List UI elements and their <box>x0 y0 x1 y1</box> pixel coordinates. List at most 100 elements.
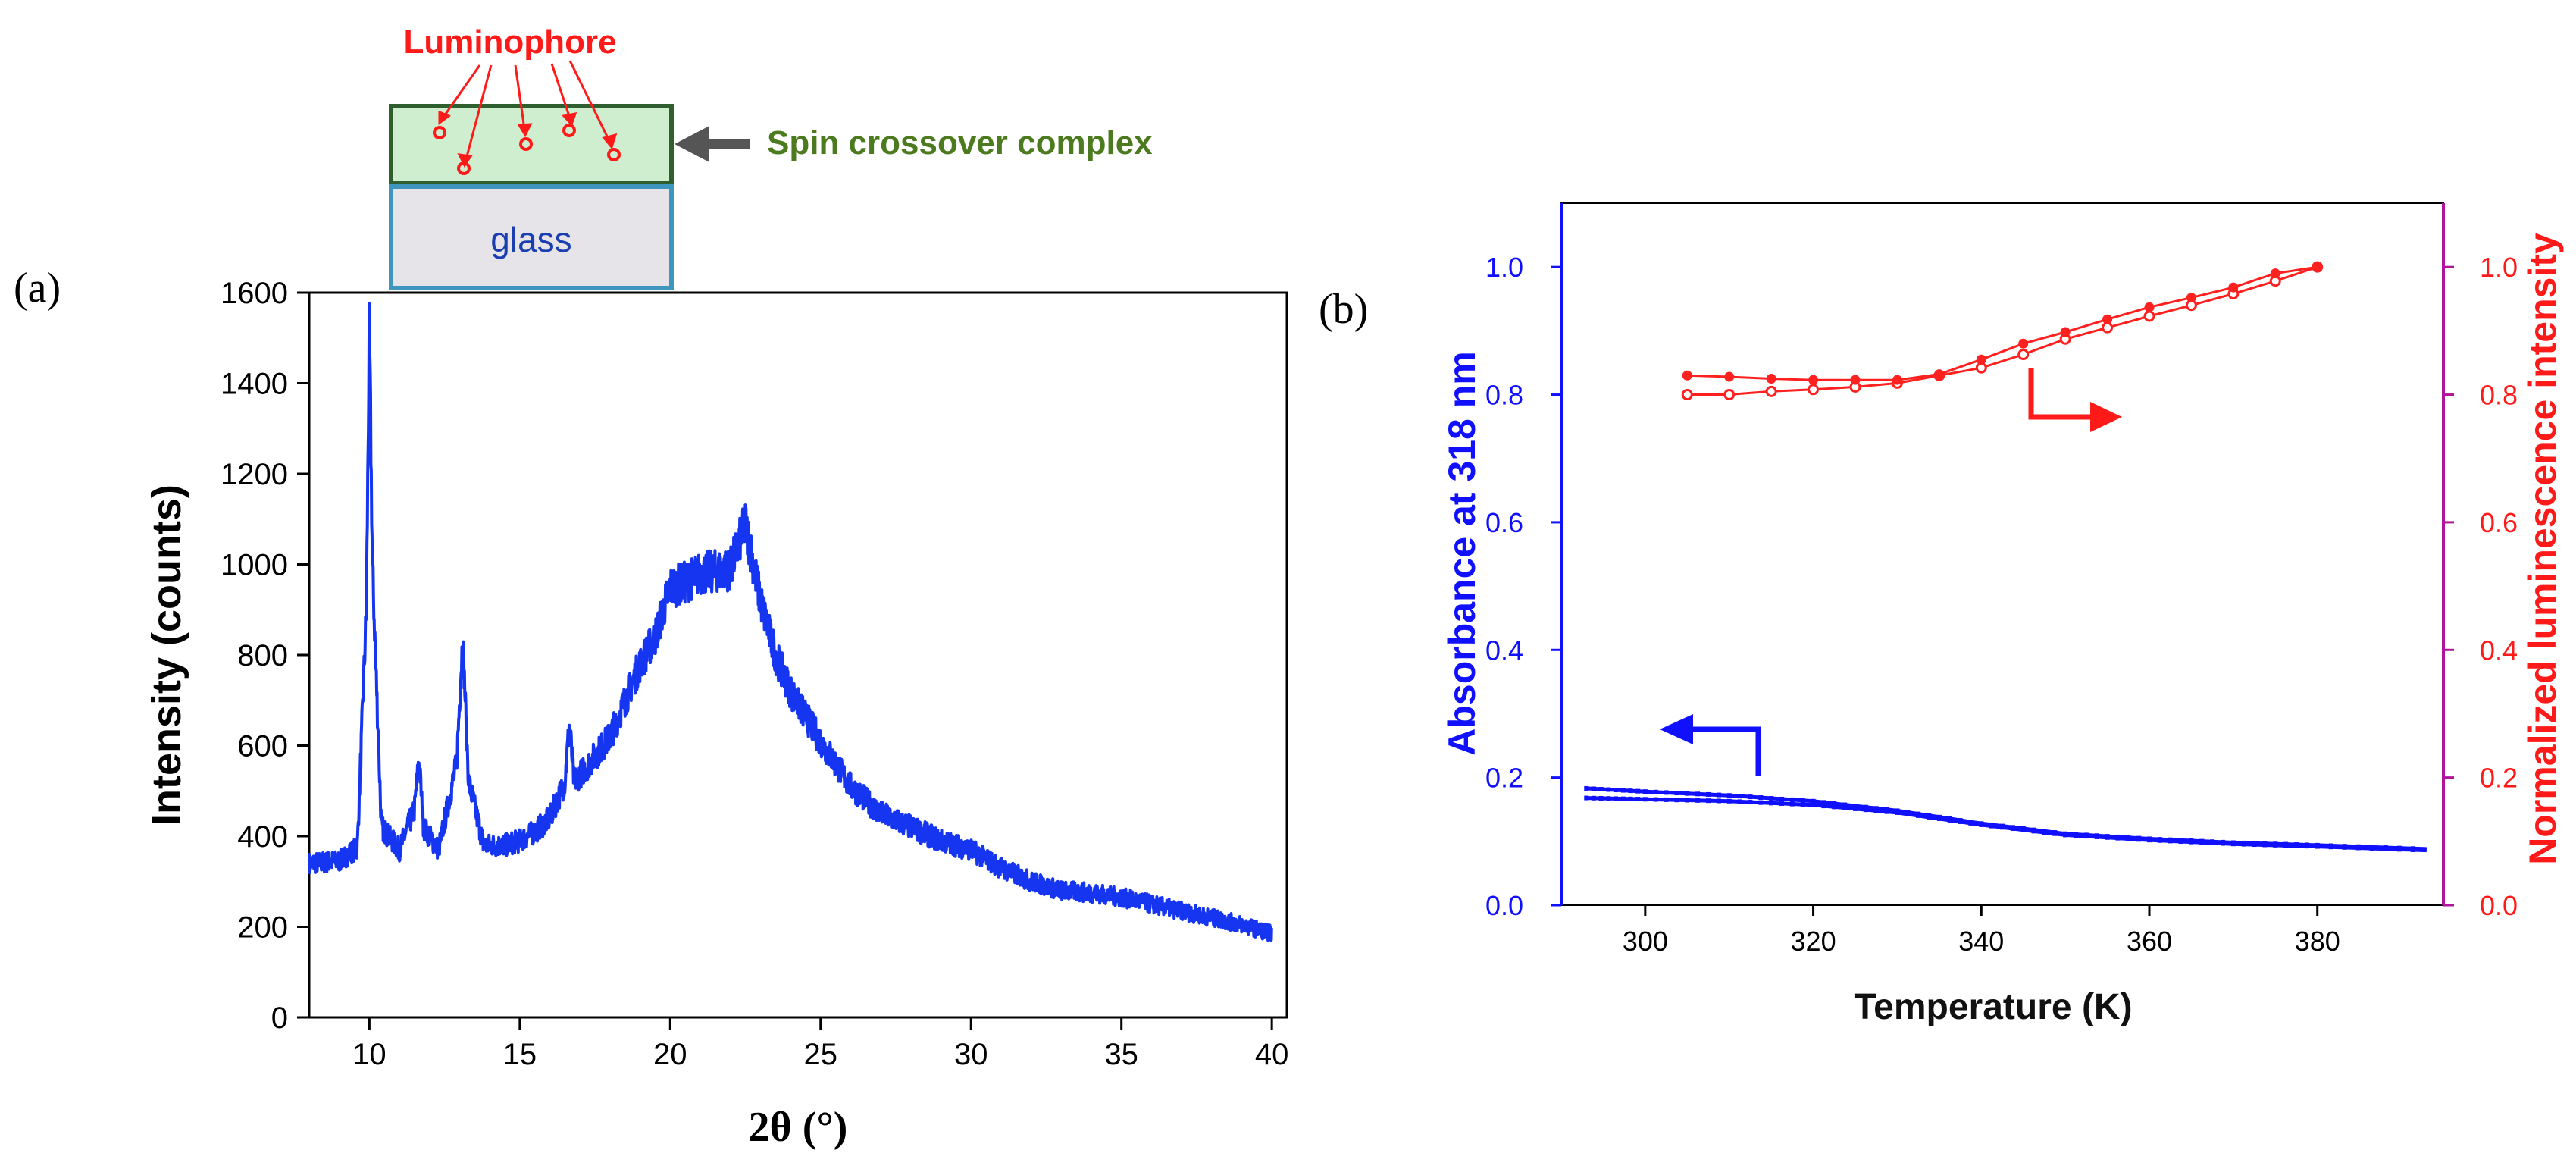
absorbance-data-point <box>1769 801 1774 806</box>
luminescence-data-point <box>2312 262 2323 272</box>
luminescence-data-point <box>1724 371 1735 382</box>
absorbance-data-point <box>1821 804 1826 809</box>
temperature-x-tick-label: 380 <box>2295 926 2340 957</box>
luminescence-y-tick-label: 0.6 <box>2480 507 2518 538</box>
xrd-x-tick-label: 30 <box>954 1038 988 1071</box>
luminescence-series-line <box>1687 265 2318 396</box>
absorbance-data-point <box>2273 842 2278 848</box>
absorbance-data-point <box>2383 846 2388 851</box>
xrd-x-tick-label: 10 <box>352 1038 387 1071</box>
absorbance-data-point <box>1853 806 1858 811</box>
luminophore-molecule-icon <box>457 161 471 175</box>
absorbance-data-point <box>2010 826 2015 831</box>
absorbance-data-point <box>1800 798 1805 803</box>
absorbance-data-point <box>2083 834 2089 839</box>
absorbance-data-point <box>1873 806 1879 811</box>
absorbance-data-point <box>1989 823 1995 829</box>
absorbance-data-point <box>1758 795 1764 801</box>
absorbance-data-point <box>2221 841 2225 846</box>
absorbance-data-point <box>1642 797 1648 802</box>
absorbance-data-point <box>1628 788 1633 794</box>
absorbance-data-point <box>2136 837 2142 842</box>
absorbance-y-axis-label: Absorbance at 318 nm <box>1441 351 1483 756</box>
absorbance-data-point <box>1598 795 1604 801</box>
arrowhead-icon <box>675 126 709 162</box>
absorbance-data-point <box>1726 798 1732 804</box>
absorbance-y-tick-label: 0.6 <box>1485 507 1523 538</box>
absorbance-data-point <box>2328 845 2333 850</box>
absorbance-data-point <box>1635 788 1641 794</box>
luminophore-arrow <box>568 60 611 142</box>
absorbance-data-point <box>2178 839 2183 845</box>
luminescence-data-point <box>2143 310 2155 322</box>
spin-crossover-label: Spin crossover complex <box>767 124 1153 161</box>
absorbance-data-point <box>2304 844 2309 849</box>
xrd-x-tick-label: 40 <box>1255 1038 1289 1071</box>
luminescence-data-point <box>1850 375 1861 385</box>
absorbance-data-point <box>1842 805 1848 810</box>
luminescence-data-point <box>1808 375 1819 385</box>
panel-b-label: (b) <box>1319 286 1368 333</box>
absorbance-data-point <box>1695 791 1701 797</box>
luminophore-molecule-icon <box>519 137 533 151</box>
absorbance-data-point <box>2105 835 2110 840</box>
absorbance-data-point <box>2342 845 2347 850</box>
absorbance-data-point <box>1737 794 1742 799</box>
absorbance-data-point <box>2168 838 2173 844</box>
absorbance-data-point <box>2252 842 2257 848</box>
xrd-x-axis-label: 2θ (°) <box>749 1104 848 1151</box>
absorbance-data-point <box>2052 831 2058 836</box>
xrd-y-tick-label: 600 <box>237 730 288 763</box>
absorbance-data-point <box>1947 817 1952 823</box>
xrd-y-tick-label: 1000 <box>221 549 288 582</box>
luminescence-data-point <box>1976 354 1986 365</box>
absorbance-data-point <box>1628 796 1633 801</box>
absorbance-data-point <box>1979 822 1984 827</box>
absorbance-data-point <box>1832 804 1837 810</box>
absorbance-data-point <box>1716 798 1721 804</box>
absorbance-data-point <box>1664 790 1669 795</box>
absorbance-data-point <box>1789 797 1795 802</box>
luminescence-y-tick-label: 0.4 <box>2480 635 2518 666</box>
absorbance-data-point <box>1606 787 1611 792</box>
absorbance-data-point <box>1726 793 1732 798</box>
absorbance-y-tick-label: 0.8 <box>1485 380 1523 411</box>
absorbance-data-point <box>1598 786 1604 791</box>
absorbance-data-point <box>2147 838 2152 843</box>
luminescence-data-point <box>2228 282 2239 293</box>
luminophore-arrow <box>514 64 526 130</box>
luminophore-molecule-icon <box>562 124 576 137</box>
absorbance-data-point <box>2157 838 2162 843</box>
luminescence-y-axis-label: Normalized luminescence intensity <box>2521 233 2564 865</box>
absorbance-data-point <box>1842 802 1848 807</box>
absorbance-data-point <box>2063 832 2068 838</box>
luminescence-data-point <box>2270 268 2280 279</box>
arrowhead-icon <box>438 110 451 125</box>
luminophore-arrow <box>441 64 481 119</box>
absorbance-data-point <box>2074 833 2078 838</box>
luminescence-y-tick-label: 0.0 <box>2480 890 2518 921</box>
absorbance-data-point <box>1685 798 1690 803</box>
absorbance-data-point <box>2410 847 2415 852</box>
absorbance-data-point <box>1927 814 1931 820</box>
absorbance-data-point <box>1853 804 1858 809</box>
absorbance-data-point <box>2126 836 2131 841</box>
luminescence-y-tick-label: 1.0 <box>2480 252 2518 283</box>
absorbance-data-point <box>1674 798 1679 803</box>
absorbance-data-point <box>2230 841 2236 847</box>
temperature-x-tick-label: 340 <box>1958 926 2004 957</box>
luminescence-data-point <box>2144 302 2155 312</box>
absorbance-data-point <box>1635 797 1641 802</box>
xrd-y-tick-label: 1200 <box>221 458 288 491</box>
arrowhead-icon <box>562 112 577 127</box>
luminescence-data-point <box>2186 293 2196 303</box>
absorbance-data-point <box>1968 820 1973 826</box>
absorbance-data-point <box>2210 840 2215 845</box>
temperature-chart: 0.0 0.2 0.4 0.6 0.8 1.0 0.0 0.2 0.4 0.6 0.8 1.0 30… <box>1441 202 2564 1027</box>
sample-schematic: Luminophore glass Spin crossover c <box>389 24 1153 290</box>
glass-label: glass <box>490 220 571 259</box>
absorbance-data-point <box>1695 798 1701 803</box>
luminescence-data-point <box>1808 384 1820 396</box>
temperature-x-axis-label: Temperature (K) <box>1854 987 2132 1027</box>
